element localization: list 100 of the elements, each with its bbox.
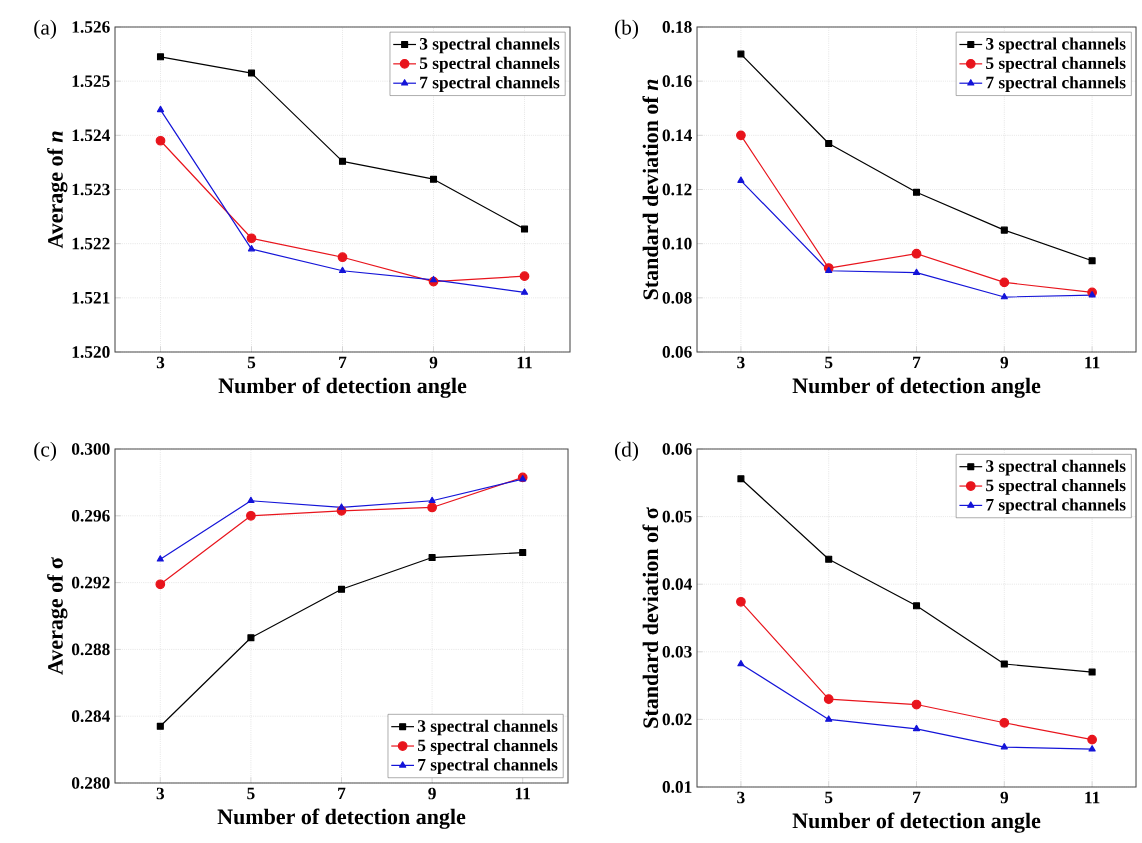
point — [1000, 660, 1008, 668]
legend-label: 3 spectral channels — [419, 37, 560, 54]
point — [156, 555, 164, 562]
point — [737, 475, 745, 483]
y-tick-label: 0.14 — [662, 129, 692, 142]
y-axis-title: Standard deviation of σ — [642, 507, 659, 728]
point — [427, 502, 437, 513]
point — [155, 135, 166, 146]
y-tick-label: 0.12 — [662, 183, 692, 196]
point — [247, 496, 255, 504]
point — [1087, 734, 1097, 745]
legend-label: 3 spectral channels — [417, 719, 558, 736]
y-axis-title: Standard deviation of n — [642, 79, 659, 300]
x-tick-label: 11 — [1085, 356, 1100, 369]
text: (c) — [34, 441, 57, 462]
y-tick-label: 0.06 — [662, 443, 692, 455]
point — [1000, 292, 1008, 300]
point — [825, 715, 833, 722]
point — [1000, 743, 1008, 750]
y-tick-label: 0.01 — [662, 781, 692, 793]
x-tick-label: 7 — [913, 356, 921, 369]
point — [247, 69, 256, 77]
point — [825, 555, 833, 563]
y-tick-label: 0.16 — [662, 75, 692, 88]
y-axis-title: Average of σ — [47, 557, 68, 675]
legend-label: 7 spectral channels — [418, 758, 558, 775]
y-tick-label: 1.525 — [72, 75, 110, 88]
y-tick-label: 1.524 — [72, 129, 110, 142]
x-axis-title: Number of detection angle — [218, 377, 467, 398]
legend-label: 5 spectral channels — [417, 739, 558, 755]
point — [1088, 745, 1096, 752]
y-axis-title: Average of n — [47, 131, 68, 249]
point — [156, 53, 165, 61]
point — [737, 176, 745, 183]
x-tick-label: 7 — [913, 791, 921, 804]
x-axis-title: Number of detection angle — [792, 812, 1041, 833]
point — [736, 130, 746, 141]
legend-label: 3 spectral channels — [986, 459, 1126, 476]
legend-label: 5 spectral channels — [986, 479, 1126, 495]
x-tick-label: 3 — [156, 356, 165, 369]
legend-label: 5 spectral channels — [986, 56, 1126, 73]
y-tick-label: 0.280 — [71, 777, 110, 789]
point — [246, 233, 257, 244]
point — [912, 268, 921, 275]
x-tick-label: 5 — [247, 787, 255, 800]
point — [247, 245, 256, 252]
y-tick-label: 0.06 — [662, 346, 692, 358]
point — [428, 496, 436, 504]
point — [1088, 668, 1096, 676]
x-axis-title: Number of detection angle — [217, 808, 466, 829]
x-tick-label: 3 — [737, 356, 745, 369]
x-tick-label: 11 — [515, 787, 531, 800]
x-tick-label: 9 — [1000, 791, 1009, 804]
y-tick-label: 0.04 — [662, 578, 692, 591]
point — [520, 288, 529, 295]
point — [1088, 257, 1096, 265]
point — [911, 248, 922, 259]
x-tick-label: 3 — [737, 791, 745, 804]
point — [337, 585, 346, 593]
point — [428, 554, 436, 562]
point — [825, 139, 833, 147]
x-tick-label: 11 — [517, 356, 532, 369]
y-tick-label: 0.300 — [71, 443, 110, 455]
point — [912, 188, 921, 196]
point — [519, 549, 527, 557]
y-tick-label: 1.526 — [72, 21, 110, 33]
y-tick-label: 0.292 — [71, 576, 110, 589]
point — [736, 596, 746, 607]
y-tick-label: 1.521 — [72, 291, 110, 304]
point — [338, 157, 347, 165]
legend-label: 7 spectral channels — [420, 76, 560, 92]
y-tick-label: 1.522 — [72, 237, 110, 250]
point — [1088, 291, 1096, 298]
x-tick-label: 5 — [825, 791, 833, 804]
x-tick-label: 7 — [338, 787, 346, 800]
x-tick-label: 9 — [429, 356, 438, 369]
point — [156, 722, 164, 730]
y-tick-label: 0.10 — [662, 237, 692, 250]
point — [156, 105, 165, 113]
point — [519, 271, 530, 282]
x-tick-label: 9 — [428, 787, 436, 800]
legend-label: 7 spectral channels — [986, 498, 1126, 515]
text: (a) — [34, 19, 57, 40]
y-tick-label: 1.523 — [72, 183, 110, 196]
x-tick-label: 7 — [339, 356, 347, 369]
y-tick-label: 0.296 — [71, 509, 110, 522]
y-tick-label: 0.02 — [662, 713, 692, 726]
y-tick-label: 0.08 — [662, 291, 692, 304]
point — [429, 275, 438, 283]
point — [337, 503, 346, 510]
y-tick-label: 0.18 — [662, 21, 692, 33]
point — [999, 717, 1010, 728]
legend-label: 7 spectral channels — [986, 76, 1126, 92]
y-tick-label: 1.520 — [72, 346, 110, 358]
point — [155, 579, 166, 590]
legend-label: 5 spectral channels — [419, 56, 560, 73]
text: (d) — [615, 441, 639, 462]
point — [1000, 226, 1008, 234]
point — [338, 266, 347, 274]
y-tick-label: 0.05 — [662, 510, 692, 523]
